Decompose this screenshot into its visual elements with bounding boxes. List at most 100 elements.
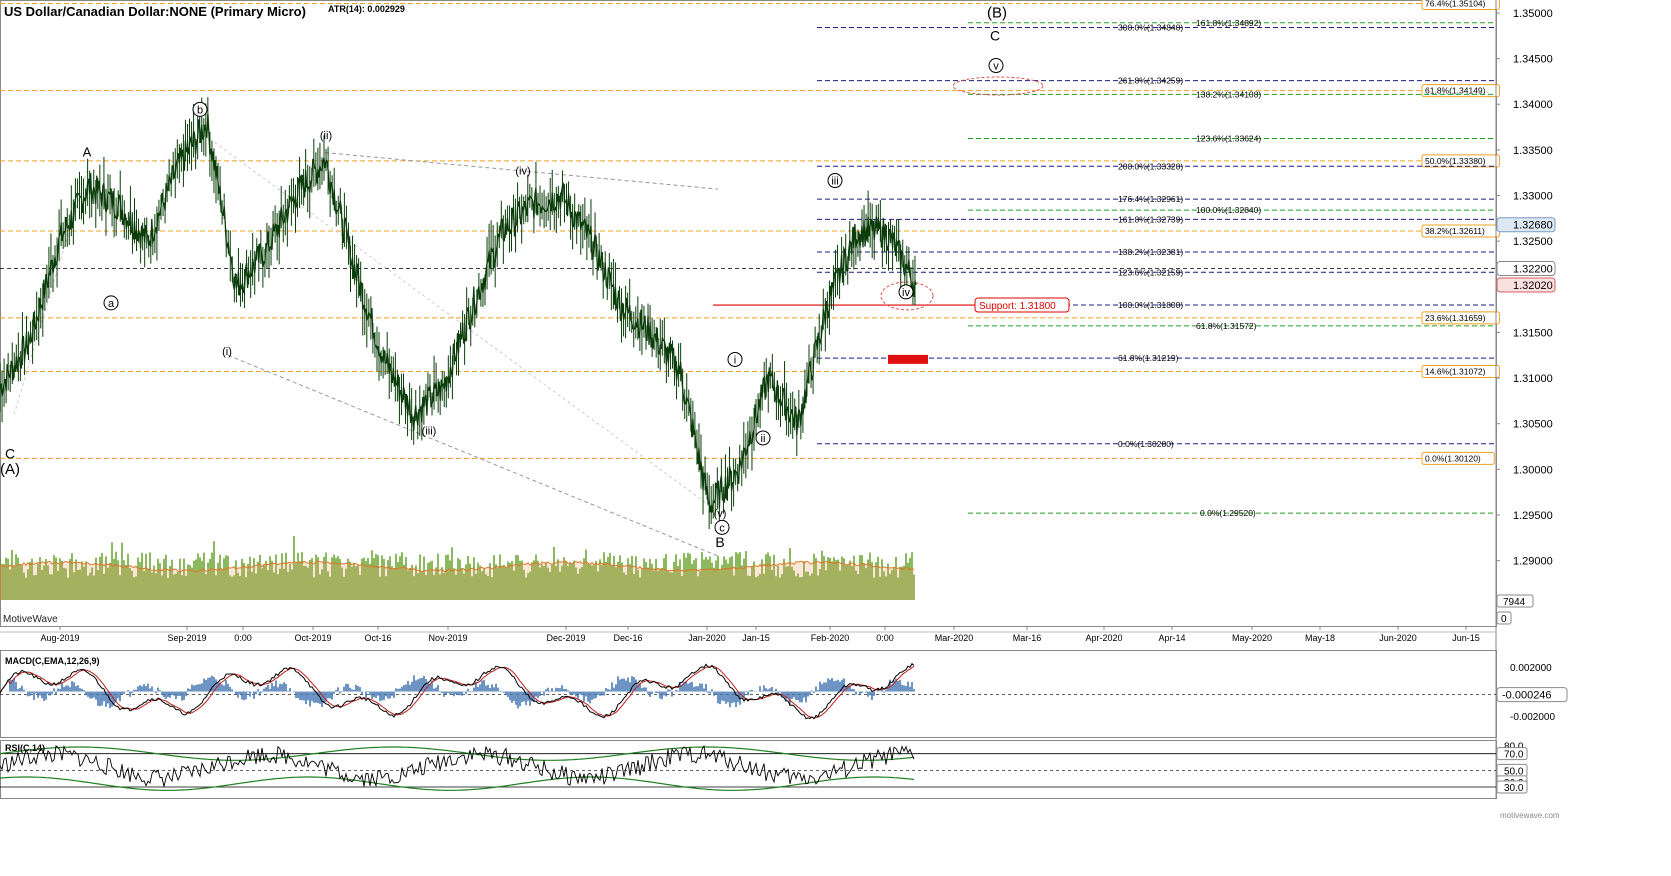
fib-orange-tag [1421, 451, 1495, 465]
prev-close-tag-box [1496, 261, 1556, 277]
rsi-tick-label: 80.0 [1504, 741, 1524, 752]
x-tick-label: Jun-2020 [1379, 633, 1417, 643]
wave-label-b-circle: b [197, 104, 203, 116]
wave-labels: (B)CvbA(ii)(iv)iiia(i)(iii)C(A)iii(v)cBi… [0, 5, 1007, 550]
wave-label-ii-circle-ring [755, 430, 771, 446]
fib-blue-label: 176.4%(1.32961) [1118, 194, 1183, 204]
trend-line-a [13, 167, 89, 415]
wave-label-ii-circle: ii [761, 433, 766, 445]
x-tick-label: Dec-2019 [546, 633, 585, 643]
volume-last-box [1496, 594, 1534, 608]
wave-label-ii-paren: (ii) [320, 130, 332, 142]
fib-orange-label: 0.0%(1.30120) [1425, 453, 1481, 463]
rsi-panel: 80.070.050.036.230.0 [0, 741, 1528, 794]
watermark-bottom: motivewave.com [1500, 811, 1560, 820]
fib-blue-label: 123.6%(1.32159) [1118, 267, 1183, 277]
rsi-tick-box [1496, 747, 1528, 761]
volume-zero-label: 0 [1501, 614, 1507, 625]
rsi-tick-label: 50.0 [1504, 766, 1524, 777]
target-box [888, 354, 928, 364]
macd-tick-label: 0.002000 [1510, 663, 1552, 674]
support-label: Support: 1.31800 [979, 301, 1056, 312]
price-series [0, 97, 917, 530]
fib-orange-tag [1421, 154, 1500, 168]
support-tag [974, 297, 1070, 313]
x-tick-label: Apr-2020 [1085, 633, 1122, 643]
y-tick-label: 1.29000 [1513, 556, 1553, 568]
fib-orange-label: 38.2%(1.32611) [1425, 226, 1485, 236]
wave-label-B-major: (B) [987, 5, 1007, 22]
rsi-lower-band [0, 776, 915, 791]
x-tick-label: Aug-2019 [40, 633, 79, 643]
x-tick-label: Jan-15 [742, 633, 770, 643]
price-axis: 1.35000 1.34500 1.34000 1.33500 1.33000 1.325… [0, 0, 1556, 798]
rsi-tick-label: 30.0 [1504, 783, 1524, 794]
wave-label-iv-circle: iv [902, 287, 910, 299]
wave-label-C-upper: C [990, 27, 1000, 43]
y-tick-label: 1.31000 [1513, 373, 1553, 385]
fib-orange-label: 76.4%(1.35104) [1425, 0, 1486, 8]
macd-current-box [1496, 687, 1568, 703]
fib-blue-label: 161.8%(1.32739) [1118, 214, 1183, 224]
wave-label-A-major: (A) [0, 461, 20, 478]
fib-orange-tag [1421, 311, 1500, 325]
y-tick-label: 1.29500 [1513, 510, 1553, 522]
rsi-line [0, 744, 915, 788]
current-price-tag: 1.32020 [1513, 280, 1553, 292]
x-tick-label: Mar-16 [1013, 633, 1042, 643]
y-tick-label: 1.33500 [1513, 145, 1553, 157]
fib-orange-label: 14.6%(1.31072) [1425, 366, 1486, 376]
fib-orange-tag [1421, 0, 1500, 10]
x-tick-label: 0:00 [876, 633, 894, 643]
last-price-tag-box [1496, 217, 1556, 233]
wave-label-i-paren: (i) [222, 346, 232, 358]
fib-blue-label: 100.0%(1.31800) [1118, 300, 1183, 310]
x-tick-label: Jan-2020 [688, 633, 726, 643]
x-tick-label: Mar-2020 [935, 633, 974, 643]
macd-line [0, 662, 915, 720]
x-tick-label: Feb-2020 [811, 633, 850, 643]
x-tick-label: Dec-16 [613, 633, 642, 643]
current-price-tag-box [1496, 277, 1556, 293]
macd-title: MACD(C,EMA,12,26,9) [5, 656, 100, 666]
fib-green-label: 161.8%(1.34892) [1196, 18, 1261, 28]
trend-lines [13, 76, 1044, 557]
fib-blue-label: 61.8%(1.31219) [1118, 353, 1179, 363]
wave-label-iv-circle-ring [898, 284, 914, 300]
x-tick-label: Oct-16 [364, 633, 391, 643]
x-tick-label: Oct-2019 [294, 633, 331, 643]
fib-blue-label: 200.0%(1.33320) [1118, 161, 1183, 171]
chart-canvas: 76.4%(1.35104) 61.8%(1.34149) 50.0%(1.3338… [0, 0, 1568, 820]
macd-tick-label: -0.002000 [1510, 712, 1555, 723]
fib-orange-tag [1421, 84, 1500, 98]
y-tick-label: 1.30000 [1513, 464, 1553, 476]
fib-green-label: 138.2%(1.34108) [1196, 89, 1261, 99]
y-tick-label: 1.32500 [1513, 236, 1553, 248]
macd-current-label: -0.000246 [1502, 690, 1552, 702]
fib-orange-label: 50.0%(1.33380) [1425, 156, 1486, 166]
fib-green-label: 123.6%(1.33624) [1196, 134, 1261, 144]
y-tick-label: 1.33000 [1513, 191, 1553, 203]
wave-label-B: B [715, 534, 724, 550]
fib-green-label: 0.0%(1.29520) [1200, 508, 1256, 518]
wave-label-iii-circle: iii [831, 176, 838, 188]
fib-orange-label: 61.8%(1.34149) [1425, 86, 1486, 96]
wave-label-i-circle: i [734, 354, 736, 366]
last-price-tag: 1.32680 [1513, 220, 1553, 232]
trend-line-lower [227, 354, 719, 557]
y-tick-label: 1.34000 [1513, 99, 1553, 111]
macd-signal-line [0, 665, 915, 719]
wave-label-iii-circle-ring [827, 173, 843, 189]
fib-orange-label: 23.6%(1.31659) [1425, 313, 1486, 323]
wave-label-iii-paren: (iii) [422, 426, 437, 438]
wave-label-v-circle: v [993, 61, 999, 73]
fib-blue-label: 138.2%(1.32381) [1118, 247, 1183, 257]
wave-label-A: A [83, 144, 92, 159]
macd-panel: 0.002000 -0.002000 -0.000246 [0, 662, 1568, 723]
y-tick-label: 1.30500 [1513, 419, 1553, 431]
x-tick-label: Nov-2019 [428, 633, 467, 643]
fib-blue-label: 0.0%(1.30280) [1118, 439, 1174, 449]
volume-zero-box [1496, 611, 1512, 625]
wave-label-a-circle-ring [103, 295, 119, 311]
x-tick-label: Jun-15 [1452, 633, 1480, 643]
